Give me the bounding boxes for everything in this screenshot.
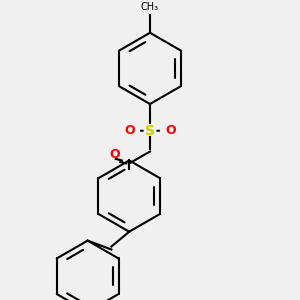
Text: CH₃: CH₃ (141, 2, 159, 12)
Text: O: O (109, 148, 120, 161)
Text: S: S (145, 124, 155, 138)
Text: O: O (124, 124, 134, 137)
Text: O: O (166, 124, 176, 137)
